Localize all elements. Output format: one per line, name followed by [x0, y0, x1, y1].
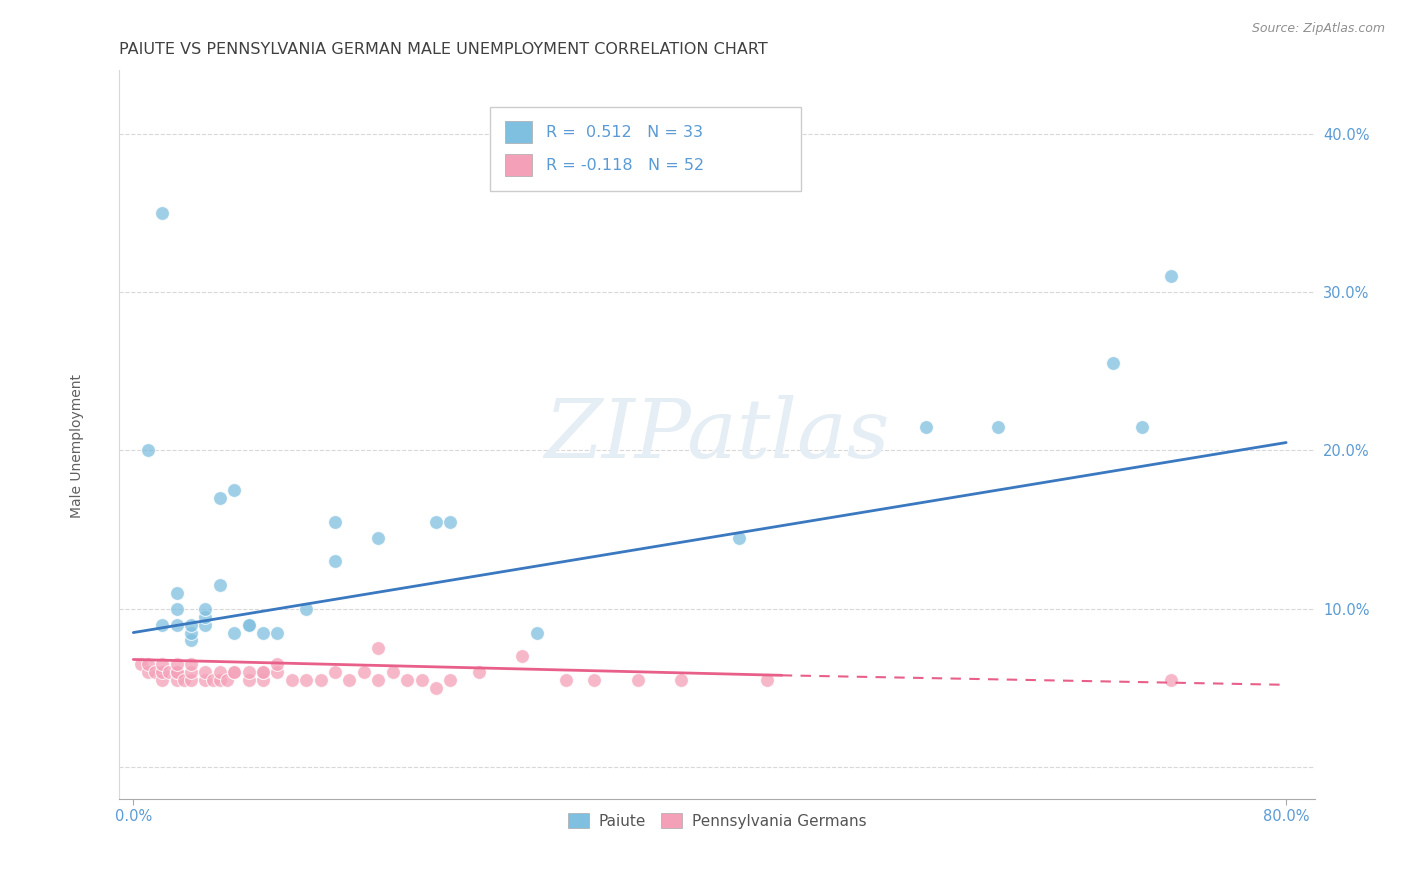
Point	[323, 515, 346, 529]
Point	[194, 617, 217, 632]
Point	[526, 625, 548, 640]
Point	[295, 602, 318, 616]
Point	[136, 443, 159, 458]
Point	[439, 673, 461, 687]
Point	[1102, 356, 1125, 370]
Point	[367, 531, 389, 545]
Point	[166, 617, 188, 632]
Point	[150, 657, 173, 672]
Point	[180, 617, 202, 632]
FancyBboxPatch shape	[505, 154, 531, 176]
Point	[411, 673, 433, 687]
Point	[1160, 673, 1182, 687]
Point	[166, 586, 188, 600]
Point	[295, 673, 318, 687]
Point	[1130, 419, 1153, 434]
Point	[238, 673, 260, 687]
Text: R =  0.512   N = 33: R = 0.512 N = 33	[546, 125, 703, 140]
Point	[208, 673, 231, 687]
Point	[150, 673, 173, 687]
Point	[727, 531, 749, 545]
Point	[201, 673, 224, 687]
Text: Male Unemployment: Male Unemployment	[70, 374, 84, 518]
Point	[554, 673, 576, 687]
Point	[180, 633, 202, 648]
Point	[215, 673, 238, 687]
Point	[180, 665, 202, 680]
Point	[439, 515, 461, 529]
Point	[627, 673, 650, 687]
Point	[987, 419, 1010, 434]
Point	[166, 665, 188, 680]
Point	[583, 673, 606, 687]
Point	[252, 665, 274, 680]
Point	[238, 617, 260, 632]
Text: ZIPatlas: ZIPatlas	[544, 394, 890, 475]
Point	[194, 609, 217, 624]
Point	[425, 681, 447, 695]
Point	[157, 665, 180, 680]
Point	[166, 602, 188, 616]
Point	[266, 665, 288, 680]
Point	[266, 625, 288, 640]
Point	[224, 483, 246, 497]
FancyBboxPatch shape	[489, 107, 800, 191]
Point	[669, 673, 692, 687]
Point	[238, 617, 260, 632]
Point	[281, 673, 304, 687]
Point	[381, 665, 404, 680]
Point	[150, 617, 173, 632]
Point	[512, 649, 534, 664]
Point	[194, 665, 217, 680]
Point	[136, 665, 159, 680]
Point	[309, 673, 332, 687]
Point	[150, 665, 173, 680]
Point	[468, 665, 491, 680]
Point	[339, 673, 361, 687]
Point	[180, 673, 202, 687]
Point	[224, 665, 246, 680]
Point	[238, 665, 260, 680]
Point	[208, 491, 231, 505]
Text: PAIUTE VS PENNSYLVANIA GERMAN MALE UNEMPLOYMENT CORRELATION CHART: PAIUTE VS PENNSYLVANIA GERMAN MALE UNEMP…	[120, 42, 768, 57]
Point	[367, 673, 389, 687]
Point	[180, 657, 202, 672]
Point	[166, 665, 188, 680]
Point	[266, 657, 288, 672]
Point	[252, 665, 274, 680]
Legend: Paiute, Pennsylvania Germans: Paiute, Pennsylvania Germans	[561, 807, 872, 835]
Text: Source: ZipAtlas.com: Source: ZipAtlas.com	[1251, 22, 1385, 36]
Point	[180, 625, 202, 640]
Point	[150, 206, 173, 220]
Point	[252, 673, 274, 687]
Point	[915, 419, 938, 434]
Point	[323, 665, 346, 680]
Point	[425, 515, 447, 529]
Point	[353, 665, 375, 680]
Point	[166, 673, 188, 687]
Point	[129, 657, 152, 672]
Point	[252, 625, 274, 640]
Point	[396, 673, 419, 687]
Point	[224, 625, 246, 640]
Point	[756, 673, 779, 687]
Point	[173, 673, 195, 687]
Point	[1160, 269, 1182, 284]
Point	[224, 665, 246, 680]
Point	[136, 657, 159, 672]
Point	[166, 657, 188, 672]
Point	[208, 665, 231, 680]
FancyBboxPatch shape	[505, 121, 531, 144]
Point	[208, 578, 231, 592]
Point	[194, 602, 217, 616]
Point	[194, 673, 217, 687]
Point	[367, 641, 389, 656]
Point	[323, 554, 346, 568]
Text: R = -0.118   N = 52: R = -0.118 N = 52	[546, 158, 704, 173]
Point	[143, 665, 166, 680]
